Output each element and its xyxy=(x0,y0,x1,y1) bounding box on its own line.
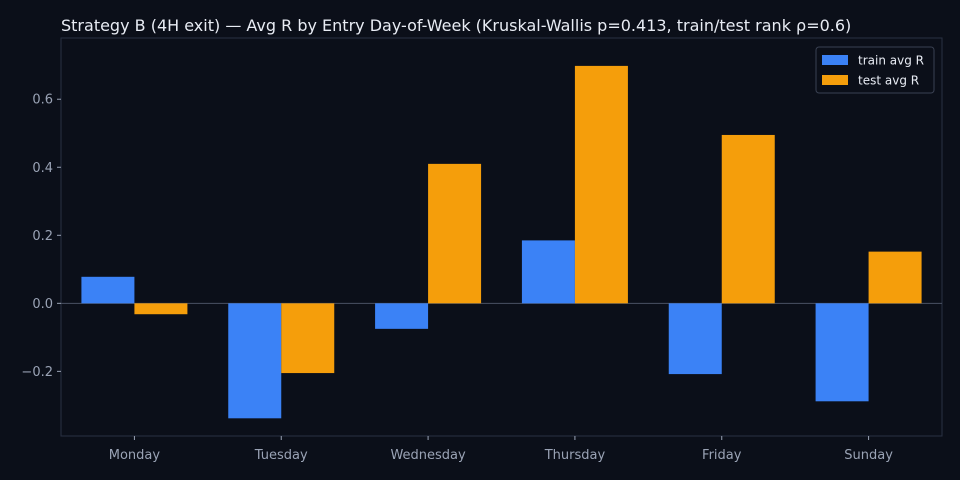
x-tick-label: Sunday xyxy=(844,448,893,463)
bar-test-wednesday xyxy=(428,163,482,304)
bar-test-thursday xyxy=(574,65,628,304)
y-tick-label: 0.0 xyxy=(32,297,53,312)
x-tick-label: Wednesday xyxy=(390,448,466,463)
legend-swatch xyxy=(822,55,848,65)
bar-train-friday xyxy=(668,303,722,375)
y-tick-label: 0.4 xyxy=(32,161,53,176)
x-tick-label: Friday xyxy=(702,448,742,463)
bar-train-thursday xyxy=(521,240,575,304)
x-tick-label: Thursday xyxy=(544,448,606,463)
bar-test-sunday xyxy=(868,251,922,304)
x-tick-label: Monday xyxy=(109,448,161,463)
bar-test-friday xyxy=(721,134,775,304)
bar-train-sunday xyxy=(815,303,869,402)
bar-test-tuesday xyxy=(281,303,335,374)
x-tick-label: Tuesday xyxy=(254,448,308,463)
y-tick-label: −0.2 xyxy=(21,365,53,380)
y-axis: −0.2 0.0 0.2 0.4 0.6 xyxy=(21,93,61,380)
plot-area xyxy=(60,37,943,437)
legend-swatch xyxy=(822,75,848,85)
bar-test-monday xyxy=(134,303,188,315)
y-tick-label: 0.2 xyxy=(32,229,53,244)
x-axis: Monday Tuesday Wednesday Thursday Friday Sund… xyxy=(109,436,893,463)
bars xyxy=(81,65,922,419)
legend-label: test avg R xyxy=(858,74,919,88)
legend: train avg R test avg R xyxy=(815,46,935,94)
bar-train-wednesday xyxy=(375,303,429,329)
chart-title: Strategy B (4H exit) — Avg R by Entry Da… xyxy=(61,16,851,35)
legend-label: train avg R xyxy=(858,54,924,68)
bar-train-monday xyxy=(81,276,135,304)
y-tick-label: 0.6 xyxy=(32,93,53,108)
bar-train-tuesday xyxy=(228,303,282,419)
